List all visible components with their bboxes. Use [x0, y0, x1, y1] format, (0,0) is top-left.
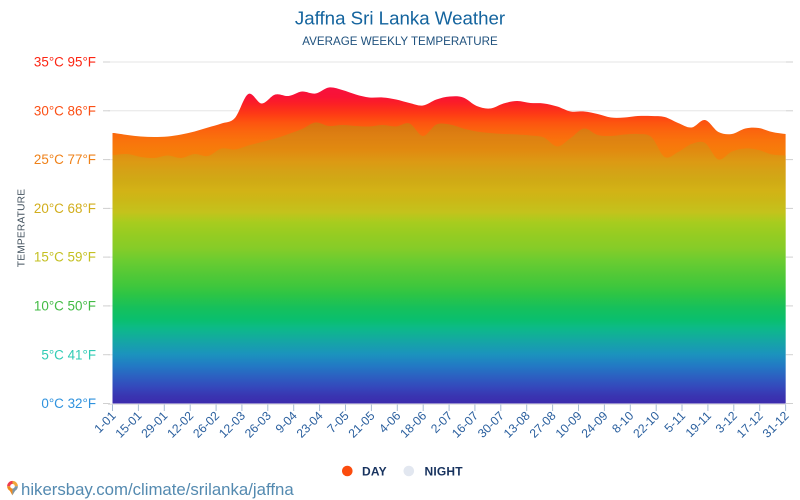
svg-text:Jaffna Sri Lanka Weather: Jaffna Sri Lanka Weather: [295, 8, 505, 29]
svg-text:30°C 86°F: 30°C 86°F: [34, 103, 96, 118]
svg-text:15-01: 15-01: [113, 409, 145, 441]
svg-text:0°C 32°F: 0°C 32°F: [41, 396, 96, 411]
svg-text:21-05: 21-05: [346, 409, 378, 441]
svg-text:15°C 59°F: 15°C 59°F: [34, 250, 96, 265]
svg-text:35°C 95°F: 35°C 95°F: [34, 55, 96, 70]
svg-text:AVERAGE WEEKLY TEMPERATURE: AVERAGE WEEKLY TEMPERATURE: [302, 35, 498, 48]
svg-text:29-01: 29-01: [138, 409, 170, 441]
svg-text:26-02: 26-02: [190, 409, 222, 441]
svg-text:22-10: 22-10: [630, 409, 662, 441]
svg-text:24-09: 24-09: [579, 409, 611, 441]
svg-text:NIGHT: NIGHT: [425, 464, 464, 478]
svg-text:18-06: 18-06: [397, 409, 429, 441]
svg-text:5°C 41°F: 5°C 41°F: [41, 347, 96, 362]
svg-text:25°C 77°F: 25°C 77°F: [34, 152, 96, 167]
svg-text:31-12: 31-12: [760, 409, 792, 441]
svg-text:23-04: 23-04: [294, 409, 326, 441]
svg-text:26-03: 26-03: [242, 409, 274, 441]
svg-text:12-03: 12-03: [216, 409, 248, 441]
svg-text:10°C 50°F: 10°C 50°F: [34, 299, 96, 314]
svg-text:12-02: 12-02: [164, 409, 196, 441]
svg-text:13-08: 13-08: [501, 409, 533, 441]
svg-text:TEMPERATURE: TEMPERATURE: [17, 189, 28, 267]
svg-text:27-08: 27-08: [527, 409, 559, 441]
svg-text:10-09: 10-09: [553, 409, 585, 441]
svg-text:20°C 68°F: 20°C 68°F: [34, 201, 96, 216]
svg-text:30-07: 30-07: [475, 409, 507, 441]
svg-text:hikersbay.com/climate/srilanka: hikersbay.com/climate/srilanka/jaffna: [21, 480, 294, 499]
svg-text:19-11: 19-11: [683, 409, 714, 440]
svg-text:DAY: DAY: [362, 464, 387, 478]
svg-text:17-12: 17-12: [734, 409, 766, 441]
svg-text:16-07: 16-07: [449, 409, 481, 441]
